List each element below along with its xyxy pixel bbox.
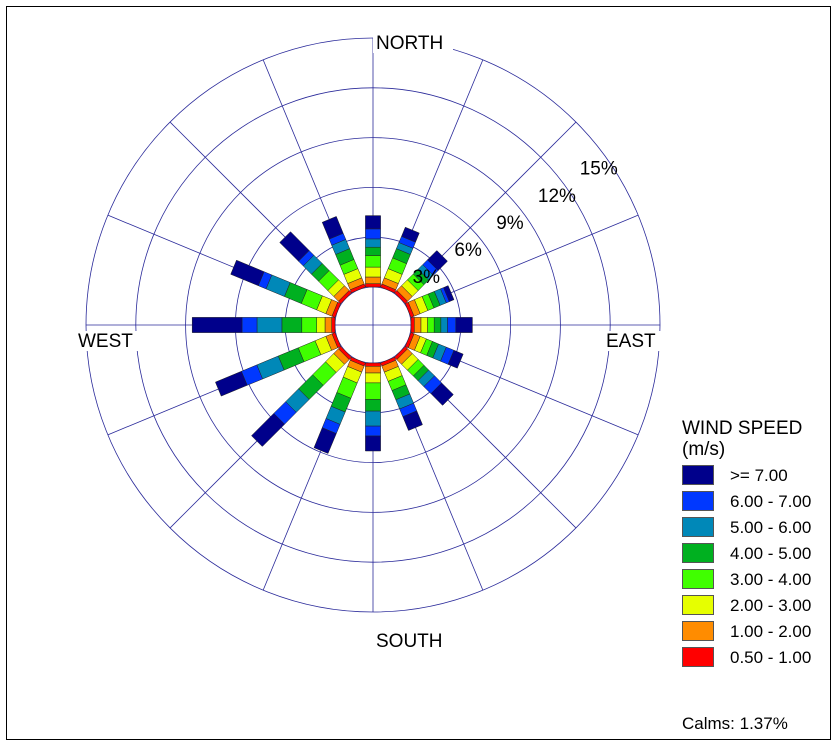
legend-row: 5.00 - 6.00 xyxy=(682,512,832,538)
legend-row: 2.00 - 3.00 xyxy=(682,590,832,616)
petal-S-bin-3 xyxy=(365,383,380,400)
legend-title-line2: (m/s) xyxy=(682,439,832,460)
petal-E-bin-6 xyxy=(448,317,456,332)
calms-text: Calms: 1.37% xyxy=(682,714,788,734)
petal-S-bin-5 xyxy=(365,411,380,426)
legend-swatch xyxy=(682,543,714,563)
legend-swatch xyxy=(682,621,714,641)
east-label: EAST xyxy=(606,331,656,352)
petal-E-bin-3 xyxy=(428,317,435,332)
petal-WNW-bin-7 xyxy=(231,260,264,286)
legend-rows: >= 7.00 6.00 - 7.00 5.00 - 6.00 4.00 - 5.00… xyxy=(682,460,832,668)
ring-label-3: 3% xyxy=(413,267,441,288)
south-label: SOUTH xyxy=(376,631,443,652)
legend-label: 6.00 - 7.00 xyxy=(730,492,811,512)
petal-W-bin-6 xyxy=(242,317,257,332)
petal-W-bin-3 xyxy=(302,317,317,332)
legend-label: 1.00 - 2.00 xyxy=(730,622,811,642)
legend-label: 5.00 - 6.00 xyxy=(730,518,811,538)
ring-label-15: 15% xyxy=(580,159,618,180)
ring-label-9: 9% xyxy=(496,213,524,234)
wind-rose-petals xyxy=(192,216,472,454)
petal-N-bin-6 xyxy=(365,229,380,239)
petal-S-bin-6 xyxy=(365,426,380,436)
legend-row: 0.50 - 1.00 xyxy=(682,642,832,668)
legend-row: 3.00 - 4.00 xyxy=(682,564,832,590)
petal-E-bin-5 xyxy=(441,317,448,332)
petal-W-bin-7 xyxy=(192,317,242,332)
petal-W-bin-4 xyxy=(282,317,302,332)
legend-swatch xyxy=(682,647,714,667)
legend-title: WIND SPEED (m/s) xyxy=(682,418,832,460)
petal-N-bin-5 xyxy=(365,239,380,247)
legend-label: >= 7.00 xyxy=(730,466,788,486)
axis-labels: NORTH EAST SOUTH WEST xyxy=(76,33,665,652)
ring-label-12: 12% xyxy=(538,186,576,207)
legend-row: 6.00 - 7.00 xyxy=(682,486,832,512)
legend-swatch xyxy=(682,465,714,485)
petal-N-bin-4 xyxy=(365,247,380,255)
legend-row: >= 7.00 xyxy=(682,460,832,486)
petal-S-bin-2 xyxy=(365,373,380,383)
petal-N-bin-2 xyxy=(365,267,380,277)
petal-S-bin-7 xyxy=(365,436,380,451)
north-label: NORTH xyxy=(376,33,443,54)
polar-grid xyxy=(86,38,660,612)
legend-label: 0.50 - 1.00 xyxy=(730,648,811,668)
petal-W-bin-0 xyxy=(332,317,335,332)
petal-WSW-bin-7 xyxy=(215,371,247,396)
legend-swatch xyxy=(682,491,714,511)
petal-W-bin-2 xyxy=(317,317,325,332)
legend-label: 4.00 - 5.00 xyxy=(730,544,811,564)
petal-W-bin-1 xyxy=(325,317,332,332)
legend-swatch xyxy=(682,517,714,537)
petal-W-bin-5 xyxy=(257,317,282,332)
legend-swatch xyxy=(682,595,714,615)
petal-E-bin-2 xyxy=(421,317,428,332)
ring-label-6: 6% xyxy=(454,240,482,261)
petal-E-bin-0 xyxy=(411,317,414,332)
legend: WIND SPEED (m/s) >= 7.00 6.00 - 7.00 5.00 … xyxy=(682,418,832,668)
petal-S-bin-1 xyxy=(365,366,380,373)
petal-N-bin-1 xyxy=(365,277,380,284)
legend-row: 1.00 - 2.00 xyxy=(682,616,832,642)
petal-E-bin-4 xyxy=(434,317,441,332)
petal-N-bin-0 xyxy=(365,284,380,287)
petal-E-bin-1 xyxy=(414,317,421,332)
petal-S-bin-0 xyxy=(365,363,380,366)
legend-title-line1: WIND SPEED xyxy=(682,418,832,439)
petal-N-bin-3 xyxy=(365,256,380,268)
legend-row: 4.00 - 5.00 xyxy=(682,538,832,564)
petal-S-bin-4 xyxy=(365,400,380,412)
legend-label: 3.00 - 4.00 xyxy=(730,570,811,590)
west-label: WEST xyxy=(78,331,133,352)
legend-swatch xyxy=(682,569,714,589)
legend-label: 2.00 - 3.00 xyxy=(730,596,811,616)
petal-E-bin-7 xyxy=(456,317,473,332)
petal-N-bin-7 xyxy=(365,216,380,229)
